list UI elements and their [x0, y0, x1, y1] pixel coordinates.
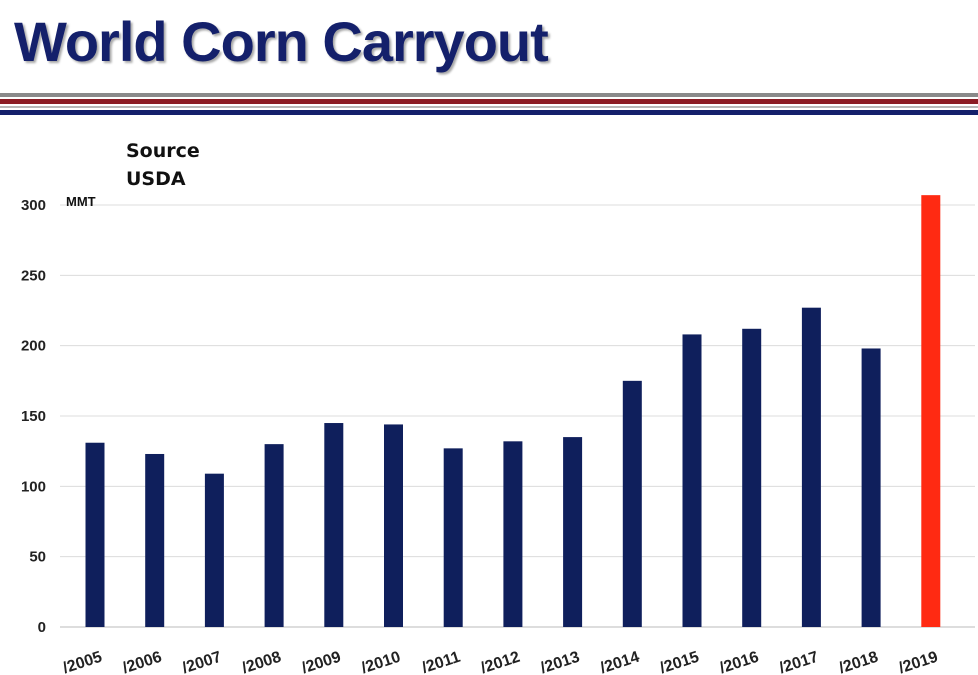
bar: [384, 424, 403, 627]
bar-highlight: [921, 195, 941, 628]
bar: [682, 334, 702, 627]
unit-label: MMT: [66, 194, 96, 209]
bar: [742, 328, 762, 627]
bar: [324, 423, 344, 627]
x-tick-label: /2015: [658, 649, 701, 675]
bar: [861, 348, 881, 627]
x-tick-label: /2012: [479, 649, 522, 675]
y-tick-label: 50: [29, 549, 46, 566]
bar: [443, 448, 463, 627]
bar: [801, 307, 821, 627]
bar: [622, 380, 642, 627]
bar: [503, 441, 523, 627]
x-tick-label: /2010: [359, 649, 402, 675]
page-title: World Corn Carryout: [14, 10, 549, 73]
source-note: Source USDA: [126, 137, 200, 193]
x-tick-label: /2017: [777, 649, 820, 675]
y-tick-label: 100: [21, 478, 46, 495]
bar: [563, 437, 583, 627]
x-tick-label: /2006: [121, 649, 164, 675]
x-tick-label: /2005: [61, 649, 104, 675]
x-tick-label: /2014: [598, 649, 641, 675]
y-tick-label: 150: [21, 408, 46, 425]
bar: [204, 473, 224, 627]
bar: [145, 453, 165, 627]
header-rule-light: [0, 106, 978, 108]
x-tick-label: /2018: [837, 649, 880, 675]
header-rule-gray: [0, 93, 978, 97]
x-tick-label: /2007: [180, 649, 223, 675]
source-label: Source: [126, 140, 200, 162]
x-tick-label: /2019: [897, 649, 940, 675]
x-tick-label: /2011: [420, 649, 463, 675]
source-value: USDA: [126, 168, 186, 190]
x-tick-label: /2008: [240, 649, 283, 675]
y-tick-label: 250: [21, 267, 46, 284]
header-rule-navy: [0, 110, 978, 115]
y-tick-label: 200: [21, 338, 46, 355]
x-tick-label: /2016: [718, 649, 761, 675]
bar: [85, 442, 105, 627]
bar: [264, 444, 284, 627]
x-tick-label: /2009: [300, 649, 343, 675]
x-tick-label: /2013: [538, 649, 581, 675]
header-rule-red: [0, 99, 978, 104]
y-tick-label: 300: [21, 197, 46, 214]
y-tick-label: 0: [38, 619, 46, 636]
